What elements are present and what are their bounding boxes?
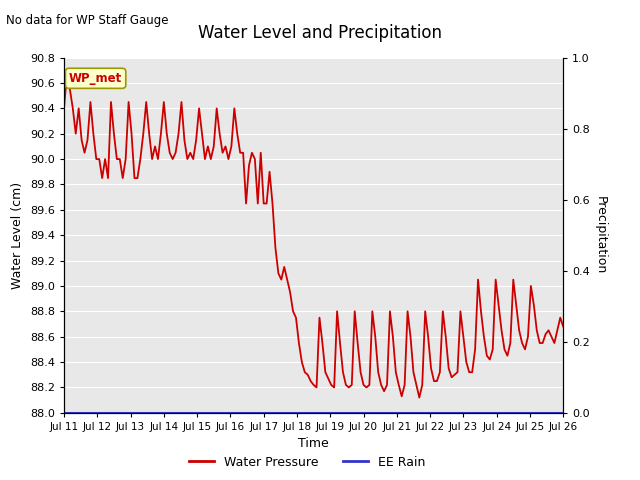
Text: Water Level and Precipitation: Water Level and Precipitation — [198, 24, 442, 42]
Text: No data for WP Staff Gauge: No data for WP Staff Gauge — [6, 14, 169, 27]
Y-axis label: Water Level (cm): Water Level (cm) — [12, 181, 24, 289]
Text: WP_met: WP_met — [69, 72, 122, 85]
Y-axis label: Precipitation: Precipitation — [594, 196, 607, 275]
Legend: Water Pressure, EE Rain: Water Pressure, EE Rain — [184, 451, 431, 474]
X-axis label: Time: Time — [298, 437, 329, 450]
